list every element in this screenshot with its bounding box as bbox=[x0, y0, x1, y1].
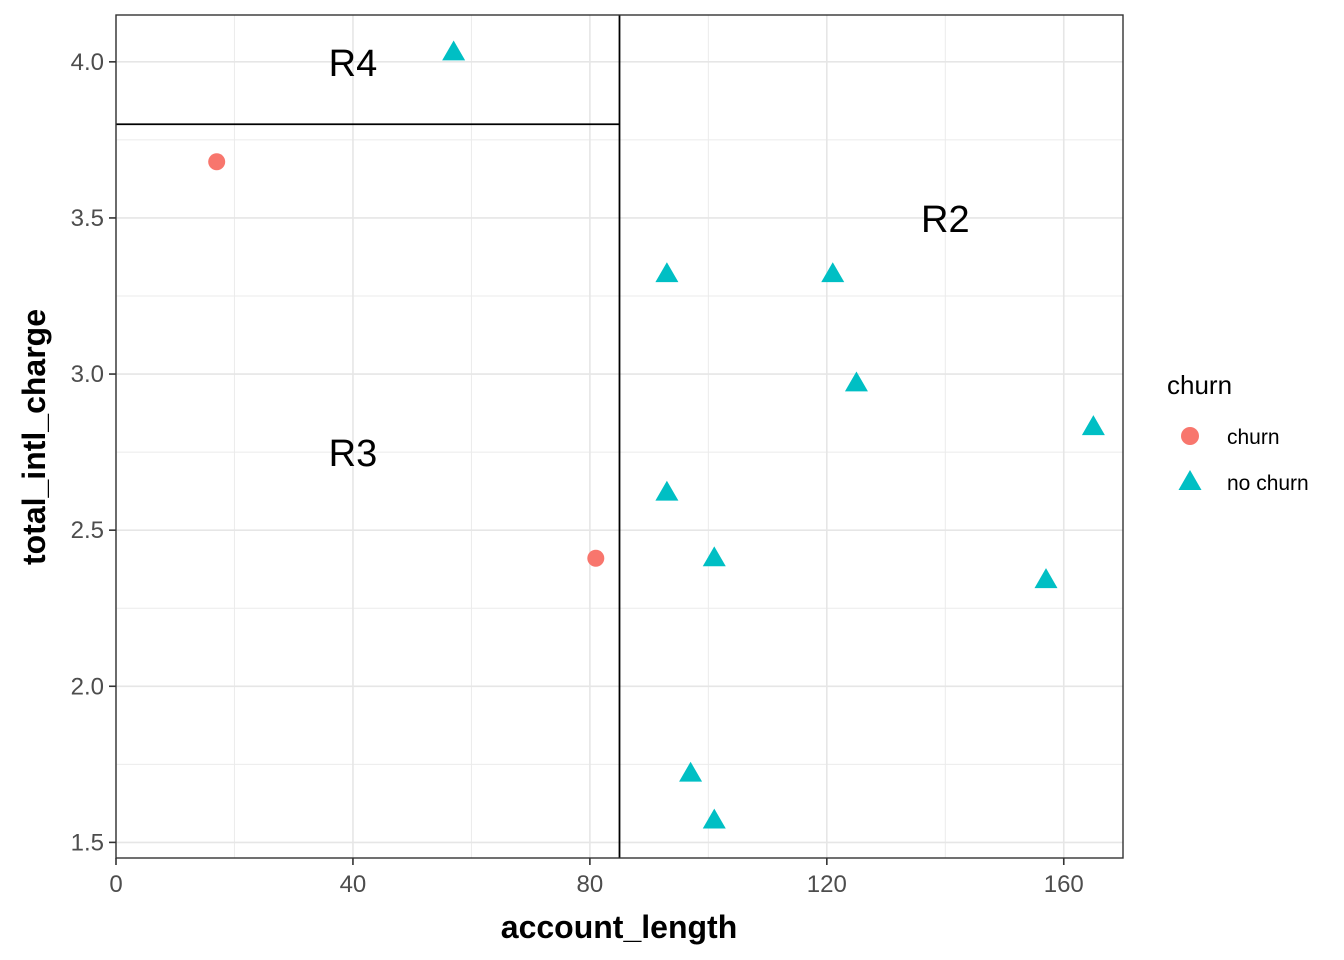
y-tick-label: 2.5 bbox=[71, 517, 104, 544]
y-tick-label: 3.0 bbox=[71, 361, 104, 388]
y-axis-title: total_intl_charge bbox=[16, 309, 52, 565]
region-label-r2: R2 bbox=[921, 199, 970, 241]
plot-panel-border bbox=[115, 14, 1124, 859]
legend-key-churn bbox=[1181, 427, 1199, 445]
region-label-r3: R3 bbox=[329, 433, 378, 475]
y-tick-label: 3.5 bbox=[71, 205, 104, 232]
point-churn bbox=[208, 153, 226, 171]
legend: churn churn no churn bbox=[1167, 370, 1309, 495]
point-no-churn bbox=[679, 761, 703, 782]
legend-label-churn: churn bbox=[1227, 426, 1280, 449]
x-tick-label: 160 bbox=[1044, 871, 1084, 898]
x-axis-title: account_length bbox=[501, 909, 737, 945]
y-axis: 1.5 2.0 2.5 3.0 3.5 4.0 bbox=[71, 49, 116, 856]
y-tick-label: 2.0 bbox=[71, 673, 104, 700]
x-tick-label: 80 bbox=[577, 871, 604, 898]
point-churn bbox=[587, 549, 605, 567]
x-axis: 0 40 80 120 160 bbox=[109, 858, 1084, 898]
point-no-churn bbox=[702, 546, 726, 567]
x-tick-label: 120 bbox=[807, 871, 847, 898]
legend-label-no-churn: no churn bbox=[1227, 472, 1309, 495]
point-no-churn bbox=[442, 40, 466, 61]
x-tick-label: 0 bbox=[109, 871, 122, 898]
legend-title: churn bbox=[1167, 370, 1232, 400]
data-points bbox=[208, 40, 1105, 829]
point-no-churn bbox=[821, 262, 845, 283]
point-no-churn bbox=[844, 371, 868, 392]
point-no-churn bbox=[1081, 415, 1105, 436]
point-no-churn bbox=[1034, 568, 1058, 589]
y-tick-label: 1.5 bbox=[71, 829, 104, 856]
point-no-churn bbox=[655, 480, 679, 501]
x-tick-label: 40 bbox=[340, 871, 367, 898]
y-tick-label: 4.0 bbox=[71, 49, 104, 76]
point-no-churn bbox=[702, 808, 726, 829]
region-label-r4: R4 bbox=[329, 43, 378, 85]
region-labels: R4 R3 R2 bbox=[329, 43, 970, 475]
split-lines bbox=[116, 15, 621, 858]
point-no-churn bbox=[655, 262, 679, 283]
legend-key-no-churn bbox=[1178, 470, 1202, 490]
